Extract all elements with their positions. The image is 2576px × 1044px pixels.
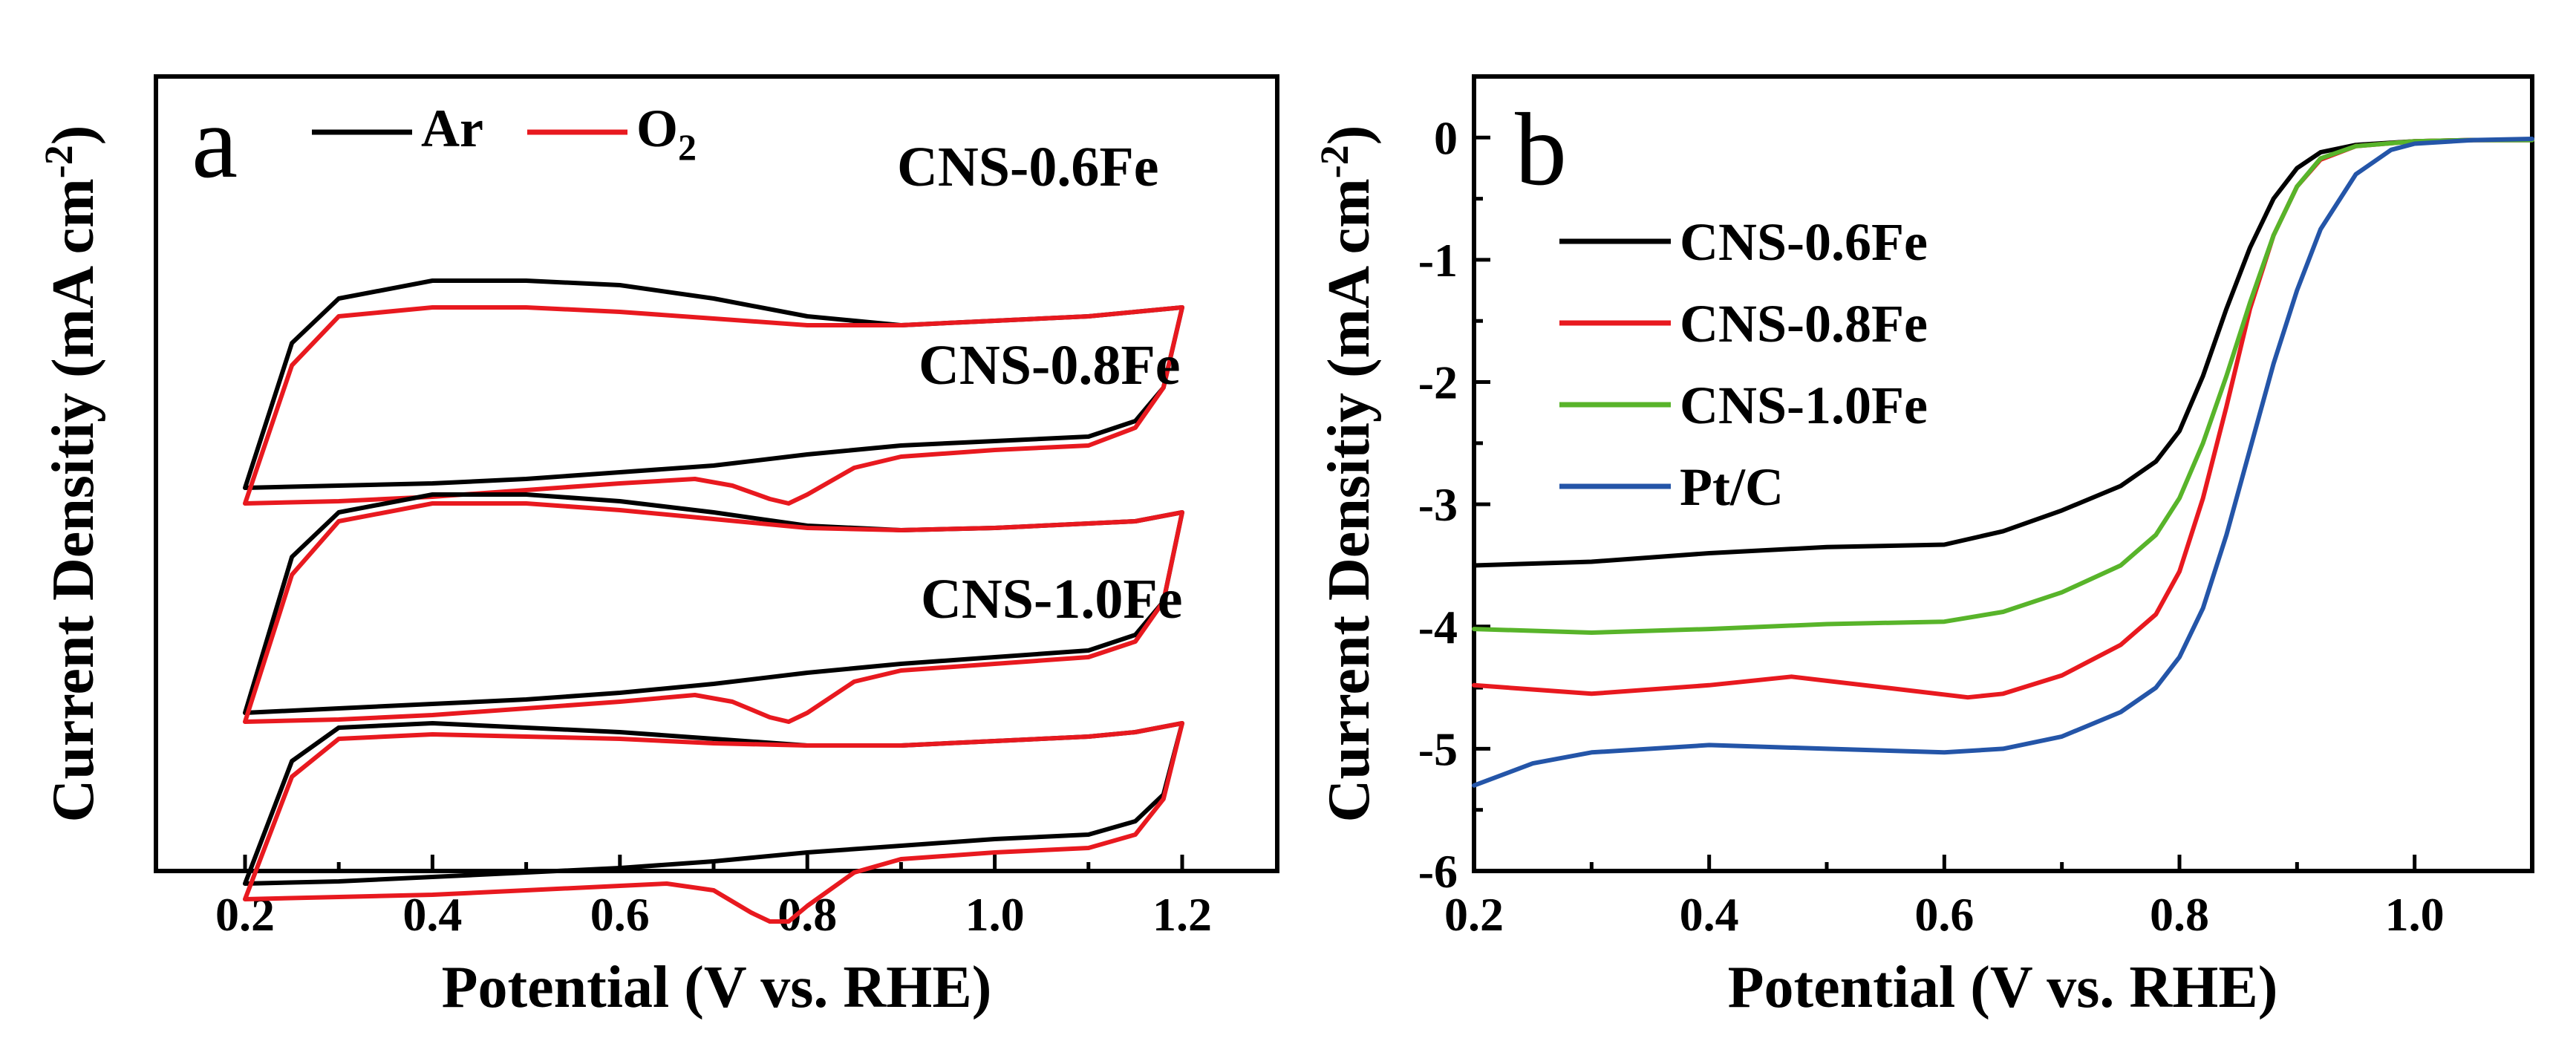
legend-label-o2-sub: 2 (678, 126, 697, 168)
panel-a-y-title-close: ) (41, 125, 106, 146)
panel-a-x-tick-label: 0.6 (590, 888, 650, 941)
panel-b-frame (1472, 74, 2534, 873)
panel-b-y-tick-label: -5 (1418, 722, 1458, 775)
sample-label-cns-1-0fe: CNS-1.0Fe (921, 568, 1183, 630)
panel-b-x-tick-label: 0.6 (1914, 888, 1974, 941)
panel-b-y-tick-label: -4 (1418, 601, 1458, 653)
panel-b-y-title-sup: -2 (1312, 145, 1357, 178)
panel-b-x-tick-label: 0.4 (1680, 888, 1739, 941)
lsv-cns-1-0fe (1472, 137, 2534, 635)
legend-label-ar: Ar (421, 99, 483, 158)
panel-b-x-tick-label: 1.0 (2385, 888, 2445, 941)
panel-b-y-tick-label: -3 (1418, 478, 1458, 531)
panel-b-y-tick-label: -6 (1418, 845, 1458, 898)
panel-b-y-axis: 0 -1 -2 -3 -4 -5 -6 (1418, 74, 1490, 898)
panel-a-x-axis-title: Potential (V vs. RHE) (442, 955, 992, 1020)
panel-b-y-tick-label: 0 (1434, 111, 1458, 164)
panel-a-y-title-main: Current Densitiy (mA cm (41, 178, 106, 822)
panel-a-x-axis: 0.2 0.4 0.6 0.8 1.0 1.2 (215, 855, 1212, 941)
panel-a-x-tick-label: 1.2 (1152, 888, 1212, 941)
panel-b-y-axis-title: Current Densitiy (mA cm-2) (1312, 125, 1382, 823)
legend-label-pt-c: Pt/C (1680, 457, 1784, 517)
cv-ar-cns-1-0fe (243, 721, 1184, 886)
panel-b-y-tick-label: -2 (1418, 356, 1458, 409)
legend-label-cns-1-0fe: CNS-1.0Fe (1680, 376, 1928, 435)
sample-label-cns-0-6fe: CNS-0.6Fe (897, 136, 1159, 198)
panel-a-legend: Ar O2 (312, 99, 697, 168)
sample-label-cns-0-8fe: CNS-0.8Fe (919, 334, 1181, 397)
panel-b-x-axis-title: Potential (V vs. RHE) (1728, 955, 2278, 1020)
panel-a-y-axis-title: Current Densitiy (mA cm-2) (36, 125, 106, 823)
panel-a-frame (154, 74, 1279, 873)
panel-a-letter: a (192, 85, 238, 200)
panel-b-y-tick-label: -1 (1418, 234, 1458, 287)
panel-a-plot-area (243, 278, 1184, 924)
lsv-pt-c (1472, 137, 2534, 788)
panel-b-y-title-main: Current Densitiy (mA cm (1317, 178, 1382, 822)
panel-b-letter: b (1515, 92, 1567, 207)
panel-b-legend: CNS-0.6Fe CNS-0.8Fe CNS-1.0Fe Pt/C (1559, 212, 1928, 517)
cv-o2-cns-0-6fe (243, 305, 1184, 506)
panel-a: 0.2 0.4 0.6 0.8 1.0 1.2 a Ar O2 CNS-0.6Fe CNS… (36, 74, 1279, 1020)
legend-label-cns-0-6fe: CNS-0.6Fe (1680, 212, 1928, 272)
legend-label-cns-0-8fe: CNS-0.8Fe (1680, 294, 1928, 353)
panel-a-y-title-sup: -2 (36, 145, 81, 178)
cv-o2-cns-1-0fe (243, 721, 1184, 924)
legend-label-o2: O2 (636, 99, 697, 168)
panel-b: 0.2 0.4 0.6 0.8 1.0 0 -1 -2 -3 -4 -5 -6 b CNS-0.6F… (1312, 74, 2534, 1020)
cv-o2-cns-0-8fe (243, 501, 1184, 724)
panel-b-x-tick-label: 0.2 (1444, 888, 1504, 941)
lsv-cns-0-6fe (1472, 137, 2534, 568)
legend-label-o2-main: O (636, 99, 678, 158)
panel-a-x-tick-label: 1.0 (965, 888, 1025, 941)
panel-b-x-axis: 0.2 0.4 0.6 0.8 1.0 (1444, 855, 2534, 941)
panel-a-x-tick-label: 0.8 (777, 888, 837, 941)
panel-b-plot-area (1472, 137, 2534, 788)
panel-b-x-tick-label: 0.8 (2150, 888, 2209, 941)
panel-b-y-title-close: ) (1317, 125, 1382, 146)
